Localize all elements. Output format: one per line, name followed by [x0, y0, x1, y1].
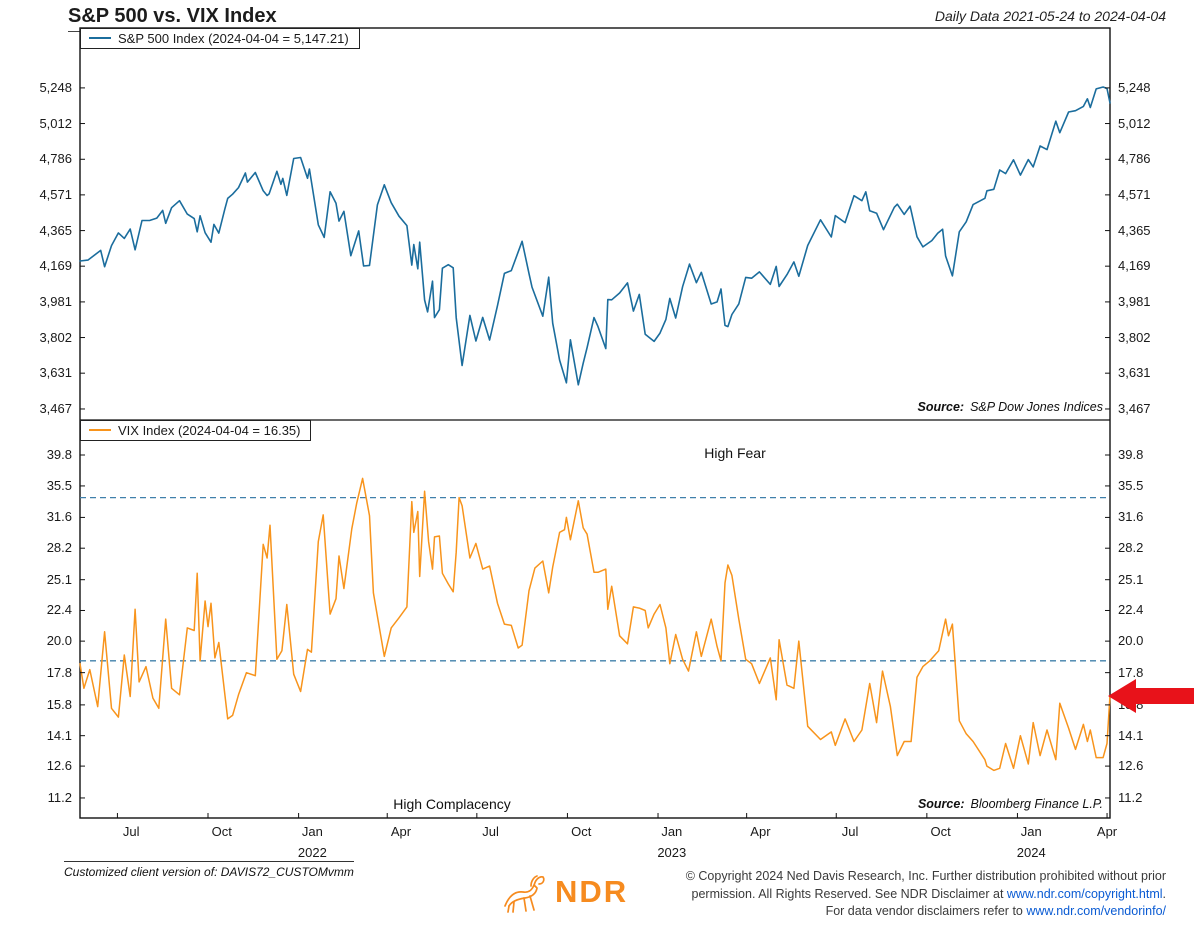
- sp500-source: Source: S&P Dow Jones Indices: [918, 400, 1103, 414]
- copyright-block: © Copyright 2024 Ned Davis Research, Inc…: [626, 868, 1166, 921]
- copyright-text: .: [1162, 886, 1166, 901]
- source-label: Source:: [917, 797, 965, 811]
- source-label: Source:: [917, 400, 965, 414]
- copyright-text: © Copyright 2024 Ned Davis Research, Inc…: [685, 869, 1166, 883]
- date-range-label: Daily Data 2021-05-24 to 2024-04-04: [934, 8, 1166, 24]
- sp500-legend: S&P 500 Index (2024-04-04 = 5,147.21): [80, 28, 360, 49]
- source-value: Bloomberg Finance L.P.: [970, 797, 1104, 811]
- vix-legend: VIX Index (2024-04-04 = 16.35): [80, 420, 312, 441]
- copyright-line-3: For data vendor disclaimers refer to www…: [626, 903, 1166, 921]
- client-version-label: Customized client version of: DAVIS72_CU…: [64, 861, 354, 879]
- sp500-line-sample: [89, 37, 111, 39]
- high-complacency-label: High Complacency: [393, 796, 511, 812]
- copyright-line-2: permission. All Rights Reserved. See NDR…: [626, 886, 1166, 904]
- copyright-link[interactable]: www.ndr.com/copyright.html: [1006, 886, 1163, 901]
- vix-line-sample: [89, 429, 111, 431]
- current-value-arrow: [1108, 679, 1194, 713]
- vix-legend-label: VIX Index (2024-04-04 = 16.35): [118, 422, 301, 438]
- ndr-antelope-icon: [504, 875, 545, 913]
- ndr-logo-text: NDR: [555, 874, 629, 909]
- copyright-line-1: © Copyright 2024 Ned Davis Research, Inc…: [626, 868, 1166, 886]
- copyright-text: permission. All Rights Reserved. See NDR…: [691, 886, 1007, 901]
- source-value: S&P Dow Jones Indices: [970, 400, 1103, 414]
- vix-source: Source: Bloomberg Finance L.P.: [918, 797, 1103, 811]
- ndr-logo: NDR: [500, 870, 628, 914]
- copyright-text: For data vendor disclaimers refer to: [825, 904, 1027, 918]
- vendorinfo-link[interactable]: www.ndr.com/vendorinfo/: [1026, 904, 1166, 918]
- high-fear-label: High Fear: [704, 445, 766, 461]
- sp500-legend-label: S&P 500 Index (2024-04-04 = 5,147.21): [118, 30, 349, 46]
